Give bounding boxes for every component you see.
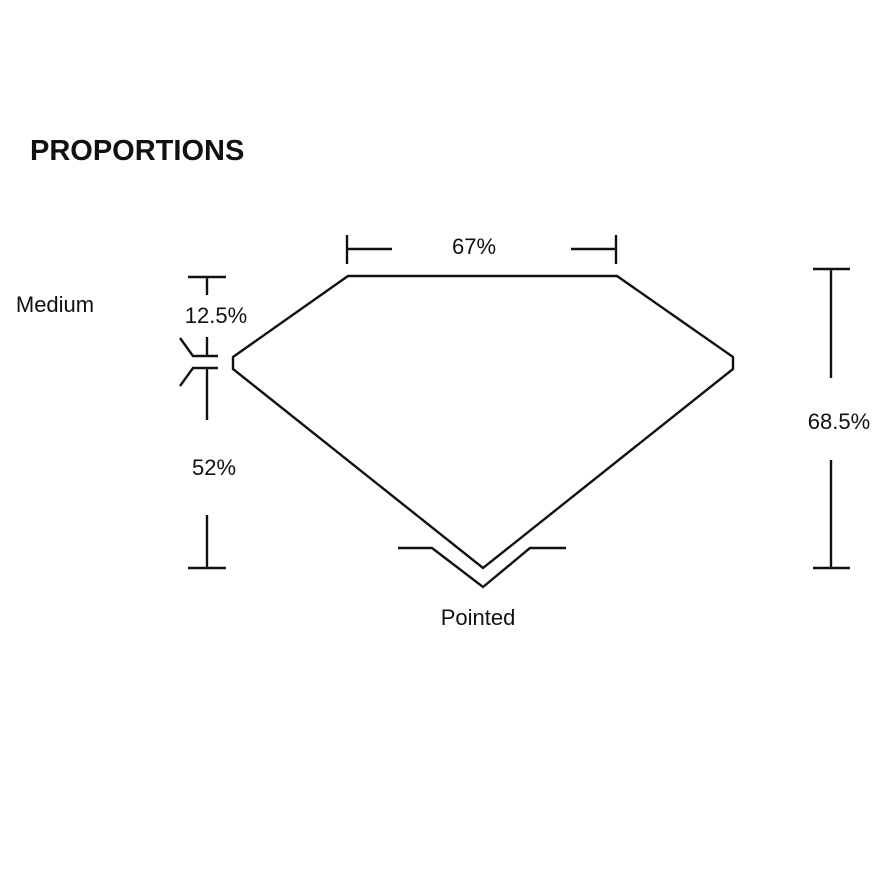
pavilion-depth-dimension [188,368,226,570]
title: PROPORTIONS [30,135,244,167]
total-depth-dimension [813,267,850,570]
crown-height-dimension [179,275,226,387]
table-width-label: 67% [452,234,496,259]
total-depth-label: 68.5% [808,409,870,434]
culet-label: Pointed [441,605,516,630]
diamond-outline [231,274,735,570]
crown-height-label: 12.5% [185,303,247,328]
girdle-label: Medium [16,292,94,317]
pavilion-depth-label: 52% [192,455,236,480]
culet-indicator [398,546,566,589]
table-width-dimension [345,235,618,264]
